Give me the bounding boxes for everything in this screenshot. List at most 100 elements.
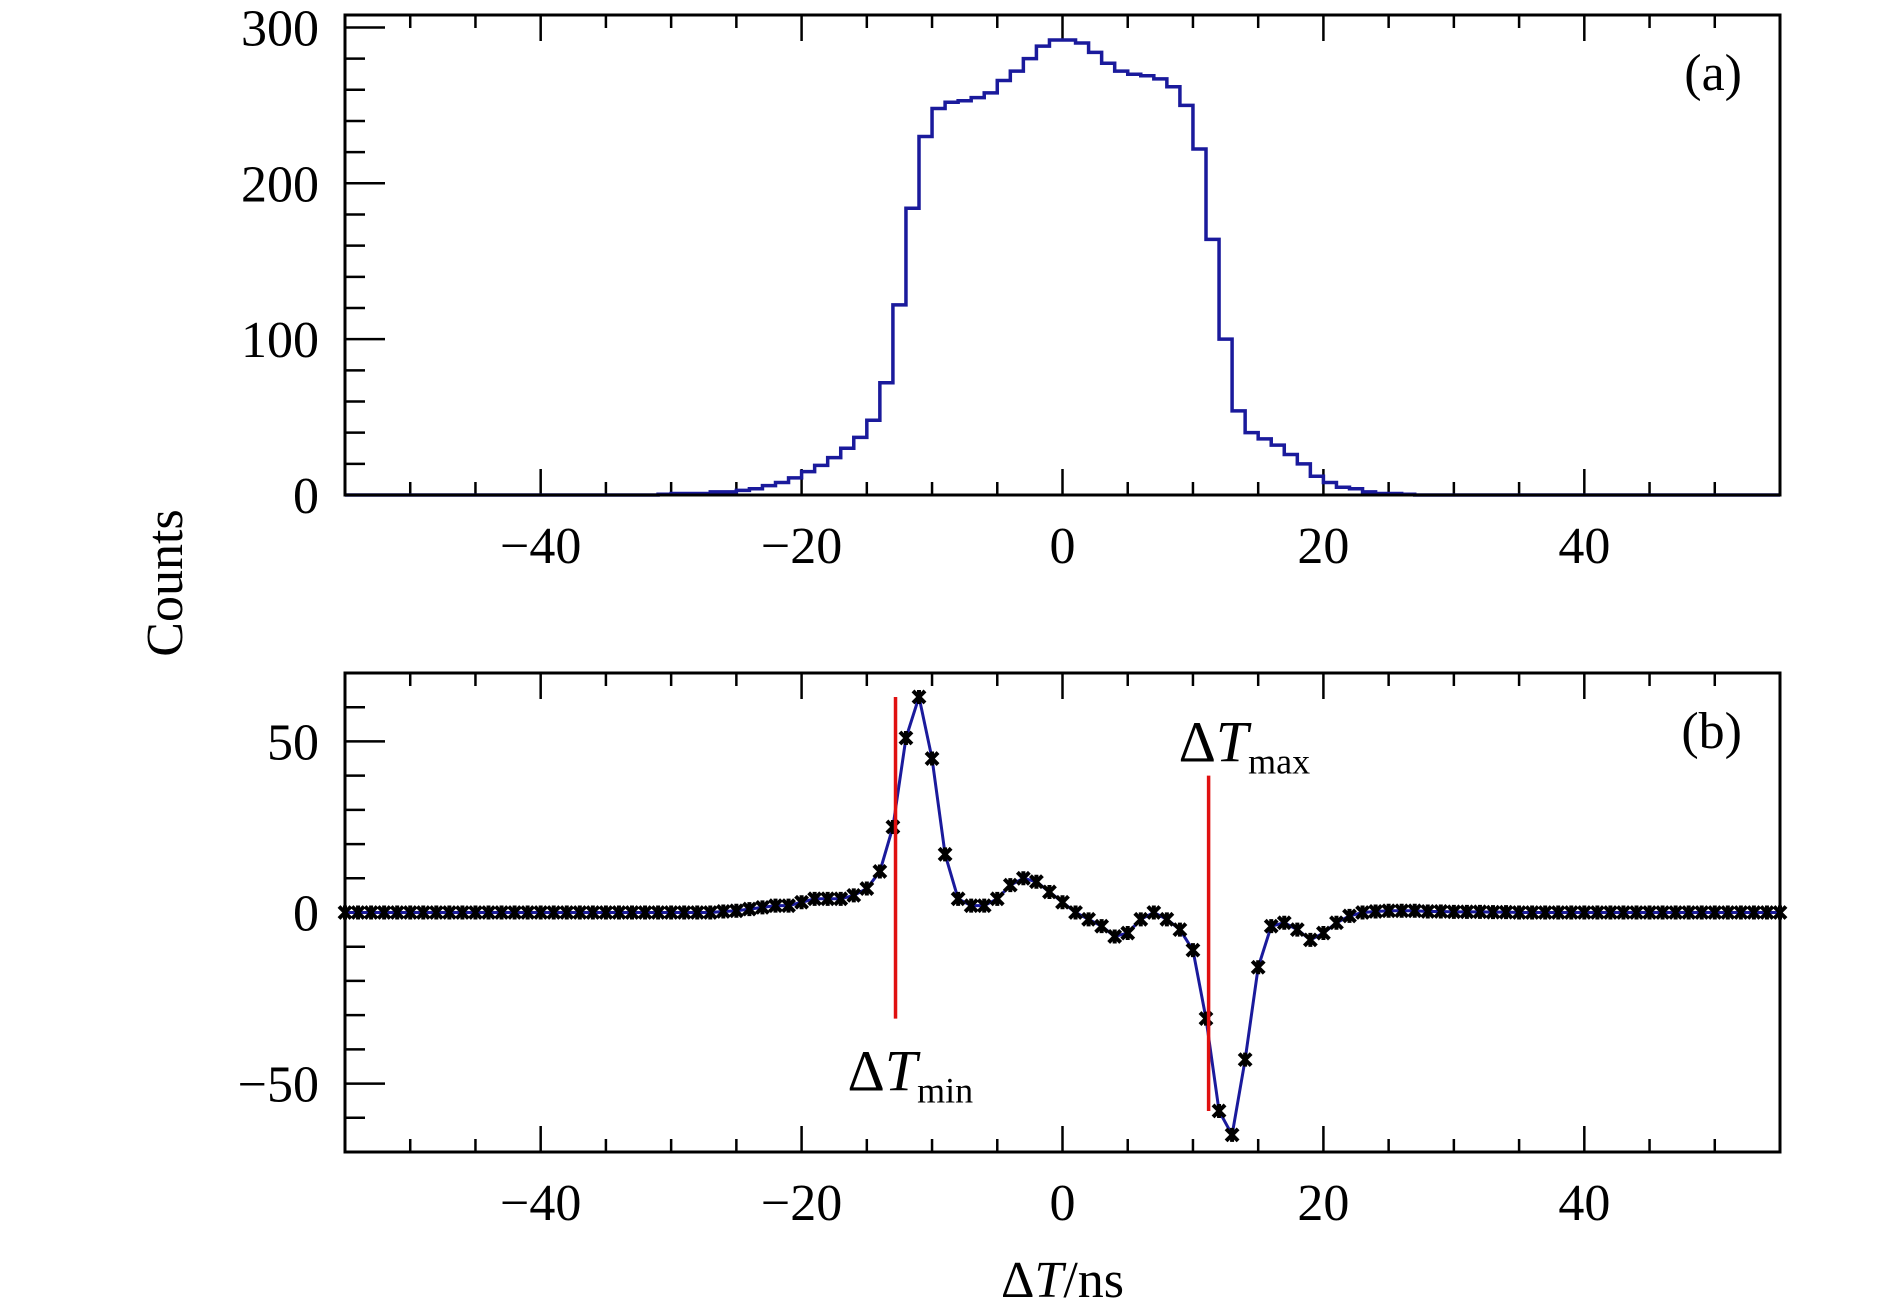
data-point [611,905,627,920]
data-point [911,689,927,705]
data-point [1550,905,1566,920]
panel-b-series [337,689,1788,1143]
data-point [1472,904,1488,920]
data-point [1211,1103,1227,1119]
data-point [976,898,992,914]
data-point [1068,905,1083,920]
data-point [1759,905,1775,920]
panel-a: −40 −20 0 20 40 0 100 200 300 (a) [241,0,1782,575]
data-point [1159,911,1175,927]
panel-b: −40 −20 0 20 40 −50 0 50 (b) ΔTmin ΔTmax [238,671,1788,1232]
data-point [937,846,953,862]
data-point [989,891,1005,907]
data-point [663,905,679,920]
data-point [1276,915,1292,931]
data-point [1746,905,1762,920]
x-tick-label: 40 [1558,518,1610,575]
data-point [1185,942,1201,958]
x-tick-label: −20 [761,1175,842,1232]
data-point [846,887,862,903]
data-point [1602,905,1618,920]
panel-b-ticks [343,671,1782,1154]
data-point [1563,905,1579,920]
data-point [1394,903,1410,919]
data-point [1655,905,1671,920]
data-point [350,905,366,920]
data-point [428,905,444,920]
data-point [1028,874,1044,890]
data-point [1642,905,1657,920]
data-point [1720,905,1736,920]
data-point [898,730,914,746]
panel-a-ticks [343,15,1782,497]
data-point [494,905,509,920]
x-tick-label: −40 [500,1175,581,1232]
data-point [1263,918,1279,934]
data-point [533,905,549,920]
data-point [676,905,692,920]
x-axis-label: ΔT/ns [1001,1252,1124,1309]
data-point [1250,959,1266,975]
data-point [768,898,783,914]
data-point [1002,877,1018,893]
data-point [1094,918,1110,934]
panel-b-annotations: ΔTmin ΔTmax [848,696,1310,1111]
data-point [1524,905,1540,920]
y-tick-label: 300 [241,0,319,57]
data-point [820,891,836,907]
data-point [950,891,966,907]
data-point [415,905,431,920]
data-point [1485,904,1501,920]
data-point [1537,905,1553,920]
annotation-label-min: ΔTmin [848,1039,974,1111]
panel-b-y-tick-labels: −50 0 50 [238,714,319,1113]
data-point [546,905,562,920]
y-tick-label: 50 [267,714,319,771]
data-point [963,898,979,914]
x-tick-label: −20 [761,518,842,575]
data-point [1511,905,1527,920]
data-point [637,905,653,920]
data-point [1055,894,1070,910]
data-point [715,904,731,919]
data-point [572,905,588,920]
data-point [1459,904,1475,920]
data-point [454,905,470,920]
data-point [1081,911,1097,927]
x-tick-label: 20 [1297,518,1349,575]
data-point [1589,905,1605,920]
data-point [1224,1127,1240,1143]
x-tick-label: 40 [1558,1175,1610,1232]
data-point [1172,922,1188,938]
data-point [1237,1052,1253,1068]
data-point [650,905,666,920]
panel-a-x-tick-labels: −40 −20 0 20 40 [500,518,1610,575]
data-point [585,905,601,920]
data-point [859,881,875,896]
panel-b-label: (b) [1681,703,1742,760]
data-point [520,905,536,920]
panel-a-histogram [345,38,1780,497]
data-point [1342,908,1357,924]
x-tick-label: 20 [1297,1175,1349,1232]
data-point [755,899,770,915]
data-point [1133,911,1149,927]
data-point [468,905,483,920]
panel-a-y-tick-labels: 0 100 200 300 [241,0,319,525]
data-point [1446,904,1462,920]
data-point [1498,904,1514,920]
data-point [1355,905,1370,920]
data-point [1629,905,1644,920]
y-tick-label: 100 [241,312,319,369]
data-point [1120,925,1136,941]
data-point [1668,905,1684,920]
data-point [781,898,796,914]
data-point [1694,905,1710,920]
data-point [1576,905,1592,920]
y-tick-label: 0 [293,886,319,943]
data-point [833,891,849,907]
y-tick-label: 200 [241,156,319,213]
data-point [402,905,418,920]
y-axis-label: Counts [137,509,194,656]
